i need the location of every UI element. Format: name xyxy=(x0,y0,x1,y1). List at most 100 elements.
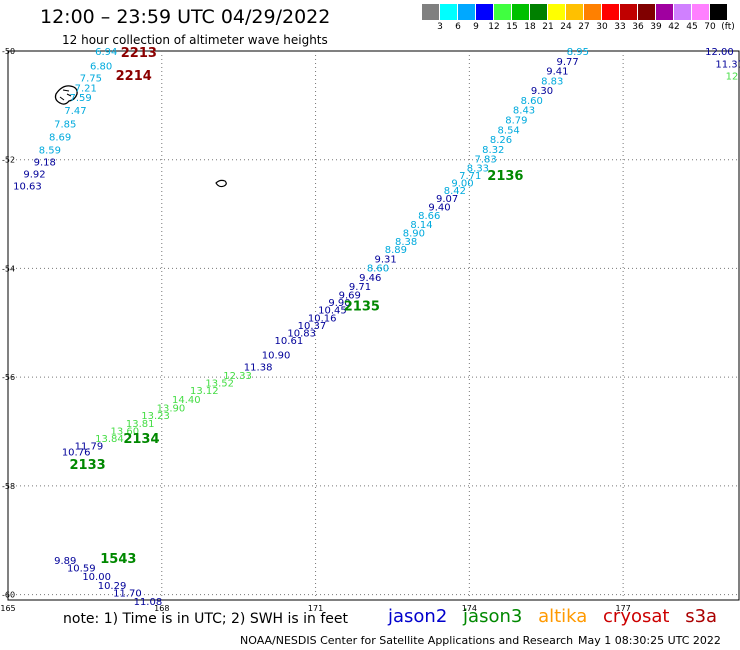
colorbar-swatch xyxy=(566,4,583,20)
swh-value: 12.33 xyxy=(223,371,252,382)
colorbar-label: 9 xyxy=(473,22,479,32)
satellite-legend: jason2 jason3 altika cryosat s3a xyxy=(388,606,727,627)
latitude-tick-label: -60 xyxy=(2,591,15,600)
swh-value: 9.31 xyxy=(375,255,397,266)
footnote: note: 1) Time is in UTC; 2) SWH is in fe… xyxy=(63,611,349,627)
swh-value: 13.90 xyxy=(157,404,186,415)
colorbar-swatch xyxy=(638,4,655,20)
swh-value: 8.42 xyxy=(444,186,466,197)
swh-value: 7.85 xyxy=(54,119,76,130)
swh-value: 10.29 xyxy=(98,581,127,592)
colorbar-label: 27 xyxy=(578,22,590,32)
colorbar-swatch xyxy=(458,4,475,20)
colorbar-swatch xyxy=(620,4,637,20)
colorbar-label: 42 xyxy=(668,22,680,32)
swh-value: 7.71 xyxy=(459,171,481,182)
swh-value: 11.37 xyxy=(715,60,740,71)
swh-value: 6.94 xyxy=(95,47,117,58)
swh-value: 10.63 xyxy=(13,181,42,192)
pass-number-label: 2135 xyxy=(344,299,380,314)
pass-number-label: 2213 xyxy=(121,46,157,61)
swh-value: 7.47 xyxy=(64,106,86,117)
colorbar-label: 30 xyxy=(596,22,608,32)
swh-value: 9.90 xyxy=(328,298,350,309)
swh-value: 8.60 xyxy=(367,263,389,274)
swh-value: 9.30 xyxy=(531,86,553,97)
latitude-tick-label: -58 xyxy=(2,482,15,491)
swh-value: 12 xyxy=(726,71,739,82)
swh-value: 13.84 xyxy=(95,434,124,445)
legend-s3a: s3a xyxy=(685,606,718,627)
swh-value: 9.89 xyxy=(54,556,76,567)
swh-value: 8.59 xyxy=(39,145,61,156)
swh-value: 9.00 xyxy=(451,179,473,190)
swh-value: 10.61 xyxy=(275,336,304,347)
credit-timestamp: May 1 08:30:25 UTC 2022 xyxy=(578,634,721,647)
colorbar-swatch xyxy=(440,4,457,20)
swh-value: 10.90 xyxy=(262,350,291,361)
swh-value: 7.75 xyxy=(80,74,102,85)
swh-value: 11.08 xyxy=(134,597,163,608)
swh-value: 10.83 xyxy=(287,329,316,340)
swh-value: 10.76 xyxy=(62,448,91,459)
swh-value: 8.32 xyxy=(482,145,504,156)
colorbar-label: (ft) xyxy=(721,22,735,32)
colorbar-label: 39 xyxy=(650,22,662,32)
latitude-tick-label: -50 xyxy=(2,47,15,56)
colorbar-label: 33 xyxy=(614,22,626,32)
legend-cryosat: cryosat xyxy=(603,606,670,627)
swh-value: 11.38 xyxy=(244,362,273,373)
swh-value: 7.83 xyxy=(474,155,496,166)
swh-value: 8.66 xyxy=(418,211,440,222)
latitude-tick-label: -52 xyxy=(2,156,15,165)
longitude-tick-label: 177 xyxy=(615,604,630,613)
swh-value: 8.95 xyxy=(567,47,589,58)
pass-number-label: 2133 xyxy=(70,458,106,473)
swh-value: 9.40 xyxy=(428,202,450,213)
colorbar-swatch xyxy=(512,4,529,20)
colorbar-label: 3 xyxy=(437,22,443,32)
swh-value: 10.37 xyxy=(298,321,327,332)
swh-value: 9.77 xyxy=(556,57,578,68)
colorbar-swatch xyxy=(584,4,601,20)
longitude-tick-label: 168 xyxy=(154,604,169,613)
swh-value: 8.38 xyxy=(395,237,417,248)
colorbar-swatch xyxy=(710,4,727,20)
colorbar-label: 36 xyxy=(632,22,644,32)
swh-value: 9.07 xyxy=(436,194,458,205)
swh-value: 9.41 xyxy=(546,67,568,78)
swh-value: 7.21 xyxy=(75,83,97,94)
swh-value: 8.43 xyxy=(513,106,535,117)
campbell-island-outline xyxy=(215,179,227,188)
swh-value: 8.60 xyxy=(521,96,543,107)
swh-value: 10.45 xyxy=(318,306,347,317)
colorbar-swatch xyxy=(656,4,673,20)
colorbar-swatch xyxy=(548,4,565,20)
colorbar-label: 70 xyxy=(704,22,716,32)
swh-value: 8.14 xyxy=(410,220,432,231)
colorbar-swatch xyxy=(602,4,619,20)
legend-jason3: jason3 xyxy=(463,606,523,627)
colorbar-label: 15 xyxy=(506,22,518,32)
longitude-tick-label: 174 xyxy=(462,604,477,613)
colorbar-swatch xyxy=(674,4,691,20)
auckland-island-outline xyxy=(54,85,78,105)
swh-value: 6.80 xyxy=(90,62,112,73)
swh-value: 10.00 xyxy=(82,572,111,583)
colorbar-swatch xyxy=(494,4,511,20)
swh-value: 8.69 xyxy=(49,132,71,143)
colorbar-swatch xyxy=(692,4,709,20)
swh-value: 12.00 xyxy=(705,47,734,58)
latitude-tick-label: -56 xyxy=(2,373,15,382)
swh-value: 10.16 xyxy=(308,313,337,324)
colorbar-label: 21 xyxy=(542,22,554,32)
swh-value: 11.70 xyxy=(113,588,142,599)
swh-value: 13.60 xyxy=(111,426,140,437)
legend-altika: altika xyxy=(538,606,588,627)
colorbar-label: 24 xyxy=(560,22,572,32)
swh-value: 13.81 xyxy=(126,419,155,430)
colorbar-swatch xyxy=(530,4,547,20)
swh-value: 8.83 xyxy=(541,76,563,87)
page-subtitle: 12 hour collection of altimeter wave hei… xyxy=(62,33,328,47)
swh-value: 13.12 xyxy=(190,386,219,397)
